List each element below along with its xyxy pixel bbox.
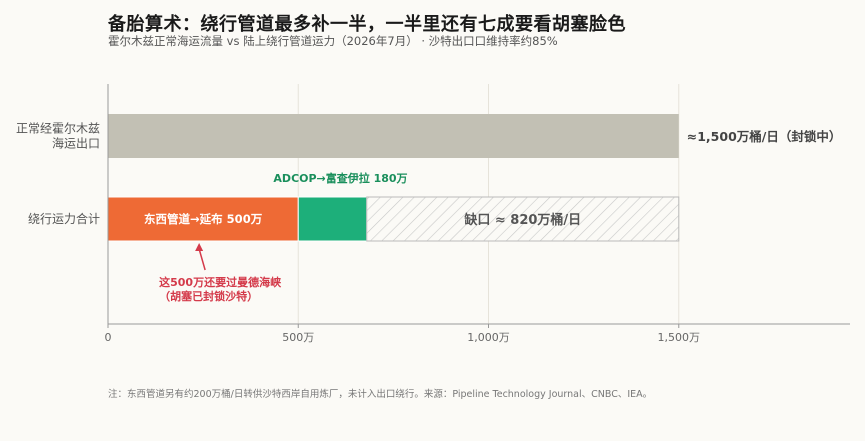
category-label-1-0: 绕行运力合计 — [28, 211, 100, 226]
bar-segment-hormuz — [108, 114, 679, 158]
bar-segment-gap — [366, 196, 680, 242]
annotation-text-1: （胡塞已封锁沙特） — [159, 289, 258, 303]
annotation-arrow-head — [195, 243, 204, 251]
chart-title: 备胎算术：绕行管道最多补一半，一半里还有七成要看胡塞脸色 — [108, 14, 626, 35]
x-tick-label-1: 500万 — [282, 331, 314, 344]
annotation-arrow-line — [198, 248, 206, 271]
segment-label-eastwest: 东西管道→延布 500万 — [144, 212, 263, 226]
x-tick-label-2: 1,000万 — [467, 331, 510, 344]
x-tick-label-0: 0 — [105, 331, 112, 344]
segment-label-gap: 缺口 ≈ 820万桶/日 — [463, 212, 581, 228]
segment-label-adcop: ADCOP→富查伊拉 180万 — [273, 171, 407, 185]
x-tick-label-3: 1,500万 — [658, 331, 701, 344]
bar-segment-adcop — [297, 196, 368, 242]
bar-end-label: ≈1,500万桶/日（封锁中） — [687, 129, 842, 144]
category-label-0-1: 海运出口 — [52, 136, 100, 151]
footnote: 注：东西管道另有约200万桶/日转供沙特西岸自用炼厂，未计入出口绕行。来源：Pi… — [108, 389, 653, 400]
bar-segment-eastwest — [107, 196, 299, 242]
category-label-0-0: 正常经霍尔木兹 — [16, 121, 100, 136]
chart-subtitle: 霍尔木兹正常海运流量 vs 陆上绕行管道运力（2026年7月） · 沙特出口口维… — [108, 34, 558, 48]
annotation-text-0: 这500万还要过曼德海峡 — [159, 275, 282, 289]
